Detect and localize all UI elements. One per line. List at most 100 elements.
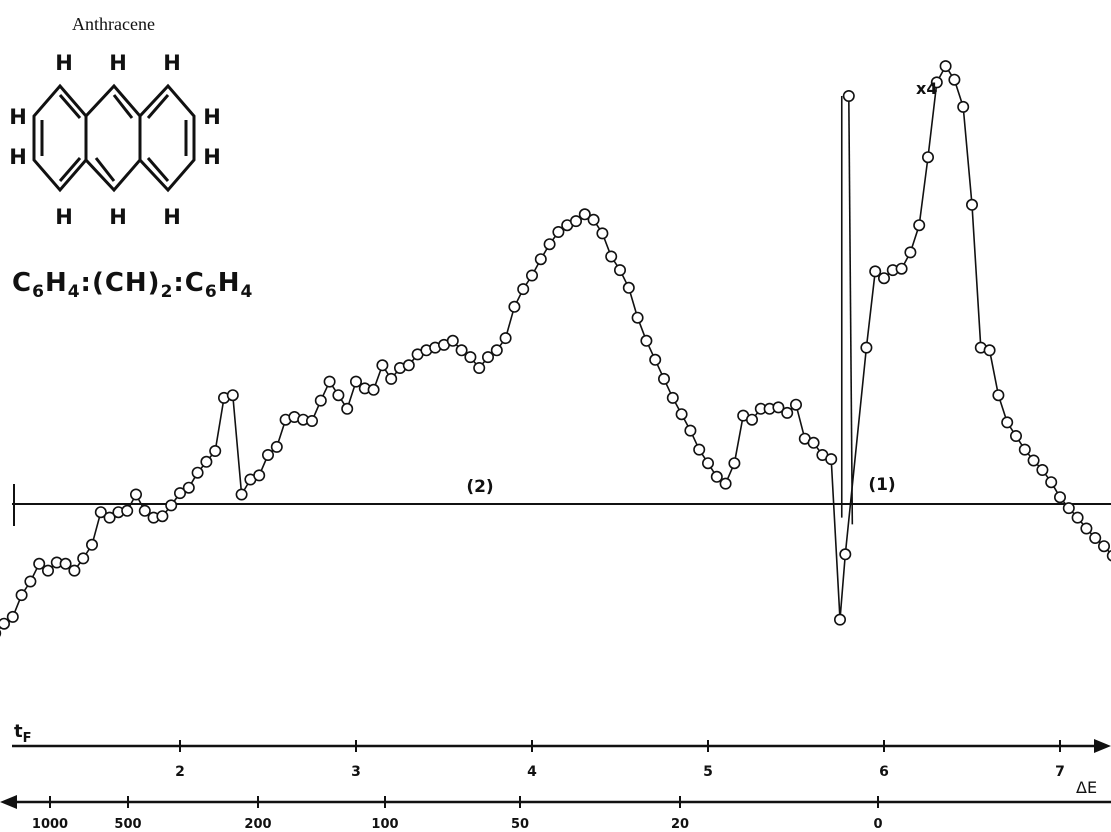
data-point: [587, 213, 600, 226]
data-point: [499, 332, 512, 345]
data-point: [41, 564, 54, 577]
data-point: [490, 344, 503, 357]
data-point: [869, 265, 882, 278]
time-tick-label: 500: [114, 817, 141, 832]
data-point: [261, 448, 274, 461]
data-point: [253, 469, 266, 482]
data-point: [825, 453, 838, 466]
data-point: [481, 351, 494, 364]
energy-tick-label: 5: [703, 764, 713, 780]
data-point: [605, 250, 618, 263]
energy-axis: [12, 739, 1111, 753]
region-1-label: (1): [868, 475, 895, 495]
data-point: [833, 613, 846, 626]
region-2-label: (2): [466, 477, 493, 497]
data-point: [948, 73, 961, 86]
energy-tick-label: 7: [1055, 764, 1065, 780]
data-point: [226, 389, 239, 402]
hydrogen-label: H: [9, 145, 27, 169]
hydrogen-label: H: [203, 105, 221, 129]
data-point: [992, 389, 1005, 402]
data-point: [376, 359, 389, 372]
data-point: [895, 262, 908, 275]
data-point: [59, 557, 72, 570]
data-point: [921, 151, 934, 164]
data-point: [15, 589, 28, 602]
data-point: [534, 253, 547, 266]
data-point: [781, 406, 794, 419]
spectrum-curve-layer: [0, 65, 1111, 630]
time-axis: [0, 795, 1111, 809]
data-point: [631, 311, 644, 324]
time-tick-label: 100: [371, 817, 398, 832]
hydrogen-label: H: [109, 205, 127, 229]
data-point: [877, 272, 890, 285]
data-point: [130, 488, 143, 501]
data-point: [473, 361, 486, 374]
data-point: [569, 215, 582, 228]
data-point: [1106, 549, 1111, 562]
hydrogen-label: H: [163, 205, 181, 229]
baseline: [12, 484, 1111, 526]
data-point: [200, 455, 213, 468]
energy-tick-label: 6: [879, 764, 889, 780]
data-point: [24, 575, 37, 588]
time-tick-label: 20: [671, 817, 689, 832]
data-point: [77, 552, 90, 565]
data-point: [182, 481, 195, 494]
data-point: [842, 90, 855, 103]
data-point: [367, 383, 380, 396]
data-point: [323, 375, 336, 388]
data-point: [684, 424, 697, 437]
energy-axis-ticks: 2 3 4 5 6 7: [175, 740, 1065, 780]
data-point: [649, 353, 662, 366]
data-point: [1098, 540, 1111, 553]
energy-tick-label: 4: [527, 764, 537, 780]
scale-factor-label: x4: [916, 79, 937, 98]
data-point: [701, 457, 714, 470]
data-point: [156, 510, 169, 523]
data-point: [138, 504, 151, 517]
data-point: [1001, 416, 1014, 429]
time-axis-ticks: 1000 500 200 100 50 20 0: [32, 796, 883, 832]
molecule-name: Anthracene: [72, 14, 155, 34]
chemical-formula: C6H4:(CH)2:C6H4: [12, 268, 254, 303]
energy-tick-label: 2: [175, 764, 185, 780]
data-point: [270, 440, 283, 453]
data-point: [1062, 502, 1075, 515]
data-point: [209, 444, 222, 457]
hydrogen-label: H: [9, 105, 27, 129]
data-point: [1009, 429, 1022, 442]
data-point: [913, 219, 926, 232]
data-point: [657, 372, 670, 385]
data-point: [613, 264, 626, 277]
data-point: [957, 100, 970, 113]
data-point: [745, 413, 758, 426]
data-point: [552, 226, 565, 239]
data-point: [68, 564, 81, 577]
data-point: [983, 344, 996, 357]
data-point: [860, 341, 873, 354]
data-point: [772, 401, 785, 414]
time-tick-label: 0: [873, 817, 882, 832]
data-point: [235, 488, 248, 501]
data-point: [464, 351, 477, 364]
data-point: [1036, 463, 1049, 476]
data-point: [1089, 531, 1102, 544]
data-point: [6, 610, 19, 623]
data-point: [596, 227, 609, 240]
data-point: [525, 269, 538, 282]
data-point: [121, 504, 134, 517]
hydrogen-label: H: [55, 51, 73, 75]
data-point: [314, 394, 327, 407]
energy-axis-arrowhead: [1094, 739, 1111, 753]
hydrogen-label: H: [163, 51, 181, 75]
data-point: [930, 76, 943, 89]
data-point: [94, 506, 107, 519]
data-point: [385, 372, 398, 385]
data-point: [839, 548, 852, 561]
data-point: [904, 246, 917, 259]
data-point: [728, 457, 741, 470]
data-point: [341, 402, 354, 415]
